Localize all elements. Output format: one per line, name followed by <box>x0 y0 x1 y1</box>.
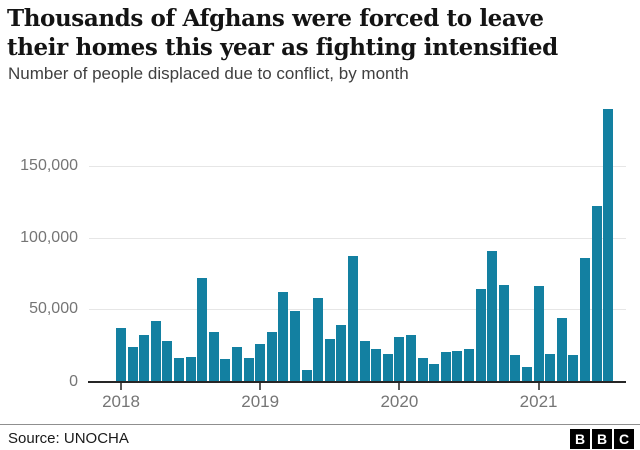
bar <box>348 256 358 381</box>
bar <box>220 359 231 381</box>
bar <box>417 358 428 381</box>
x-axis-line <box>88 381 626 383</box>
bar <box>498 284 509 381</box>
bar <box>545 353 556 381</box>
bbc-logo-block: B <box>592 429 612 449</box>
bar <box>116 327 126 381</box>
x-axis-tick <box>537 383 540 390</box>
y-axis-label: 100,000 <box>20 228 78 246</box>
bbc-logo-block: C <box>614 429 634 449</box>
chart-title-line1: Thousands of Afghans were forced to leav… <box>7 5 544 32</box>
gridline <box>89 165 626 167</box>
bar <box>324 339 335 381</box>
bar <box>301 369 312 381</box>
y-axis-label: 50,000 <box>29 300 78 318</box>
bar <box>243 358 254 381</box>
bar <box>603 108 614 381</box>
bar <box>174 358 184 381</box>
bar <box>591 206 602 381</box>
x-axis-label: 2021 <box>519 392 558 411</box>
bar <box>440 352 451 381</box>
bbc-logo-block: B <box>570 429 590 449</box>
x-axis-label: 2020 <box>380 392 419 411</box>
source-label: Source: UNOCHA <box>8 430 129 447</box>
bar <box>510 355 521 381</box>
x-axis-label: 2019 <box>241 392 280 411</box>
bar <box>533 286 544 381</box>
bar <box>475 289 486 381</box>
bar <box>429 363 440 381</box>
bar <box>336 325 347 381</box>
bar-chart: 0 50,000 100,000 150,000 2018 2019 2020 2021 <box>0 100 640 422</box>
chart-subtitle: Number of people displaced due to confli… <box>8 64 409 83</box>
bar <box>266 332 277 381</box>
bar <box>382 353 393 381</box>
bar <box>394 336 405 381</box>
bar <box>464 349 474 381</box>
x-axis-tick <box>120 383 122 390</box>
bar <box>406 335 416 381</box>
bar <box>452 350 463 381</box>
bar <box>522 366 532 381</box>
bar <box>162 340 173 381</box>
x-axis-label: 2018 <box>102 392 140 411</box>
bar <box>278 292 289 381</box>
bar <box>232 346 242 381</box>
bar <box>150 320 161 381</box>
bar <box>580 257 590 381</box>
bar <box>556 317 567 381</box>
bar <box>487 250 498 381</box>
bar <box>359 340 370 381</box>
bar <box>127 346 138 381</box>
chart-title: Thousands of Afghans were forced to leav… <box>7 4 637 62</box>
bar <box>290 310 300 381</box>
bar <box>371 349 382 381</box>
chart-title-line2: their homes this year as fighting intens… <box>7 34 558 61</box>
bar <box>139 335 150 381</box>
bar <box>313 297 324 381</box>
gridline <box>89 237 626 239</box>
x-axis-tick <box>259 383 262 390</box>
bar <box>255 343 266 381</box>
bar <box>197 277 208 381</box>
x-axis-tick <box>398 383 401 390</box>
bar <box>185 356 196 381</box>
bar <box>208 332 219 381</box>
y-axis-label: 0 <box>69 373 78 390</box>
bar <box>568 355 579 381</box>
y-axis-label: 150,000 <box>20 156 78 174</box>
